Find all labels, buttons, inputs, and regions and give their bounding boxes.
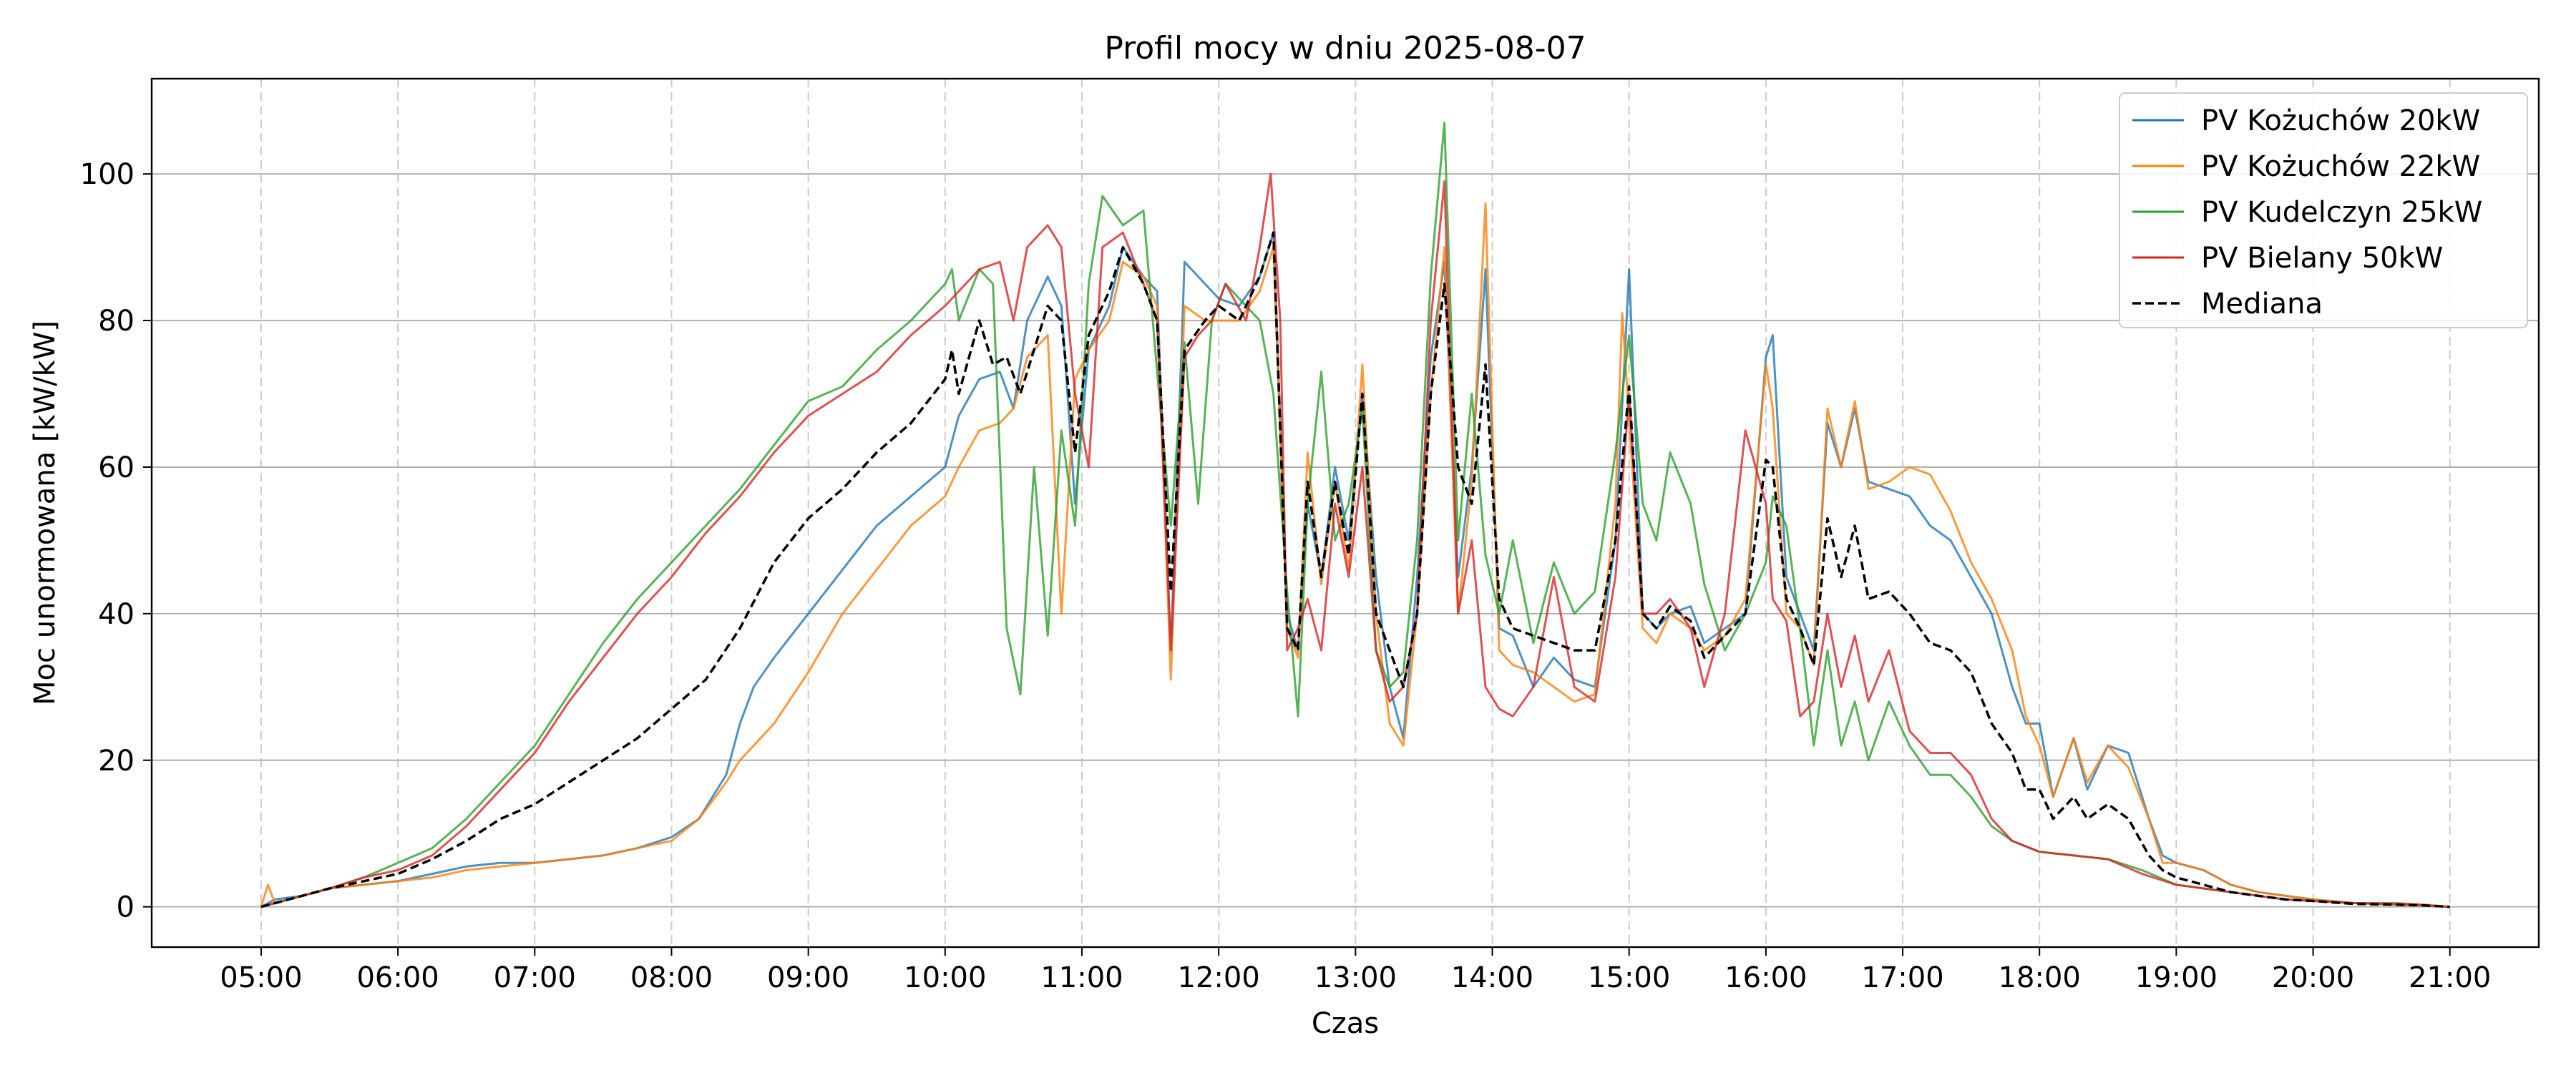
x-tick-label: 11:00 bbox=[1040, 961, 1123, 994]
series-line-3 bbox=[260, 172, 2450, 908]
y-tick-label: 0 bbox=[117, 891, 135, 924]
y-tick-label: 20 bbox=[98, 745, 135, 778]
legend-label: PV Kożuchów 22kW bbox=[2201, 150, 2480, 183]
x-tick-label: 16:00 bbox=[1724, 961, 1807, 994]
series-lines bbox=[260, 122, 2450, 908]
x-tick-label: 08:00 bbox=[630, 961, 713, 994]
x-tick-label: 14:00 bbox=[1451, 961, 1533, 994]
chart-title: Profil mocy w dniu 2025-08-07 bbox=[1104, 30, 1586, 67]
y-tick-label: 100 bbox=[80, 158, 135, 191]
x-tick-label: 13:00 bbox=[1314, 961, 1397, 994]
grid bbox=[152, 79, 2539, 947]
x-tick-label: 15:00 bbox=[1588, 961, 1670, 994]
legend-label: PV Bielany 50kW bbox=[2201, 242, 2443, 275]
y-axis-label: Moc unormowana [kW/kW] bbox=[29, 320, 62, 705]
legend-label: PV Kudelczyn 25kW bbox=[2201, 196, 2482, 229]
y-axis-ticks: 0 20 40 60 80 100 bbox=[80, 158, 152, 924]
x-tick-label: 09:00 bbox=[767, 961, 849, 994]
y-tick-label: 80 bbox=[98, 305, 135, 338]
plot-frame bbox=[150, 77, 2540, 949]
series-line-2 bbox=[260, 122, 2450, 908]
x-tick-label: 19:00 bbox=[2135, 961, 2218, 994]
x-tick-label: 06:00 bbox=[356, 961, 439, 994]
x-tick-label: 05:00 bbox=[220, 961, 302, 994]
x-tick-label: 17:00 bbox=[1861, 961, 1943, 994]
x-tick-label: 12:00 bbox=[1178, 961, 1260, 994]
x-tick-label: 07:00 bbox=[494, 961, 576, 994]
legend-label: PV Kożuchów 20kW bbox=[2201, 104, 2480, 137]
y-tick-label: 60 bbox=[98, 451, 135, 484]
series-line-4 bbox=[260, 231, 2450, 908]
x-tick-label: 10:00 bbox=[904, 961, 986, 994]
x-axis-label: Czas bbox=[1312, 1007, 1379, 1040]
legend: PV Kożuchów 20kW PV Kożuchów 22kW PV Kudel… bbox=[2119, 92, 2528, 328]
x-tick-label: 21:00 bbox=[2409, 961, 2491, 994]
legend-frame bbox=[2119, 92, 2528, 328]
y-tick-label: 40 bbox=[98, 598, 135, 631]
x-tick-label: 20:00 bbox=[2272, 961, 2354, 994]
legend-label: Mediana bbox=[2201, 288, 2323, 320]
x-tick-label: 18:00 bbox=[1999, 961, 2081, 994]
x-axis-ticks: 05:00 06:00 07:00 08:00 09:00 10:00 11:00 12:00… bbox=[220, 947, 2491, 994]
